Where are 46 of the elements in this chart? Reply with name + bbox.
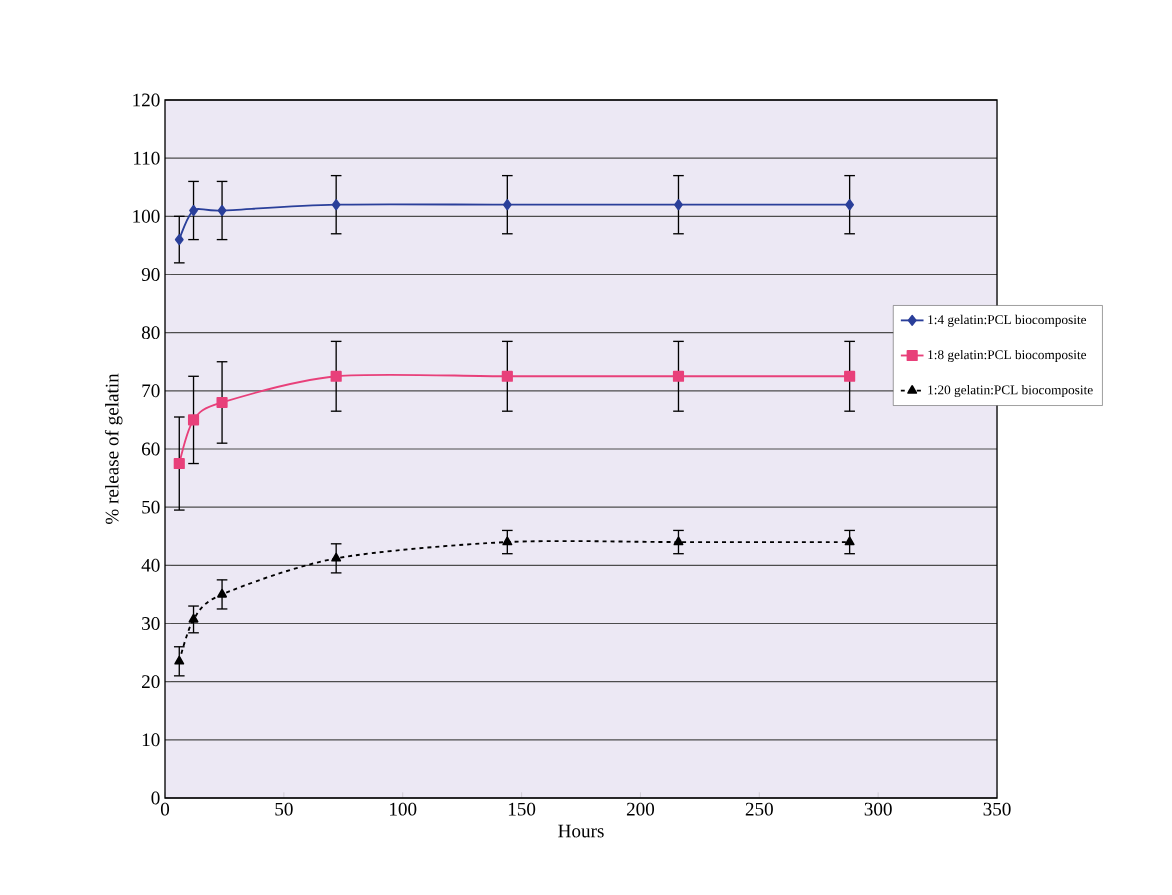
x-axis-title: Hours: [558, 824, 604, 838]
x-tick-label: 50: [275, 802, 293, 816]
y-tick-label: 60: [142, 442, 160, 456]
point: [672, 370, 685, 382]
y-tick-label: 30: [142, 617, 160, 630]
point: [331, 199, 341, 211]
point: [174, 234, 184, 246]
y-tick-label: 100: [133, 209, 160, 223]
point: [217, 588, 228, 598]
point: [188, 613, 199, 623]
y-tick-label: 90: [141, 268, 160, 281]
y-axis-title: % release of gelatin: [104, 373, 123, 525]
point: [502, 536, 513, 546]
point: [173, 457, 185, 470]
point: [330, 370, 342, 382]
x-tick-label: 300: [864, 802, 892, 816]
point: [174, 655, 185, 665]
point: [187, 414, 200, 426]
y-tick-label: 120: [133, 93, 160, 107]
y-tick-label: 0: [151, 791, 160, 805]
y-tick-label: 40: [141, 558, 160, 572]
y-tick-label: 70: [142, 384, 160, 398]
point: [845, 199, 855, 211]
x-tick-label: 350: [983, 802, 1011, 816]
point: [331, 552, 342, 562]
y-tick-label: 10: [142, 733, 160, 747]
point: [673, 536, 684, 546]
legend-label: 1:20 gelatin:PCL biocomposite: [928, 385, 1093, 398]
point: [217, 204, 227, 217]
y-tick-label: 80: [141, 326, 160, 340]
x-tick-label: 150: [508, 802, 536, 816]
x-tick-label: 200: [626, 802, 655, 816]
point: [501, 370, 513, 382]
x-tick-label: 250: [745, 802, 773, 816]
x-tick-label: 0: [160, 802, 170, 816]
point: [844, 370, 856, 382]
point: [674, 199, 683, 211]
y-tick-label: 20: [142, 675, 160, 689]
point: [216, 396, 228, 409]
point: [844, 536, 855, 546]
legend-label: 1:8 gelatin:PCL biocomposite: [928, 349, 1087, 362]
legend-label: 1:4 gelatin:PCL biocomposite: [928, 314, 1087, 327]
x-tick-label: 100: [390, 802, 417, 816]
point: [502, 199, 512, 211]
y-tick-label: 50: [142, 500, 160, 514]
y-tick-label: 110: [134, 151, 160, 165]
